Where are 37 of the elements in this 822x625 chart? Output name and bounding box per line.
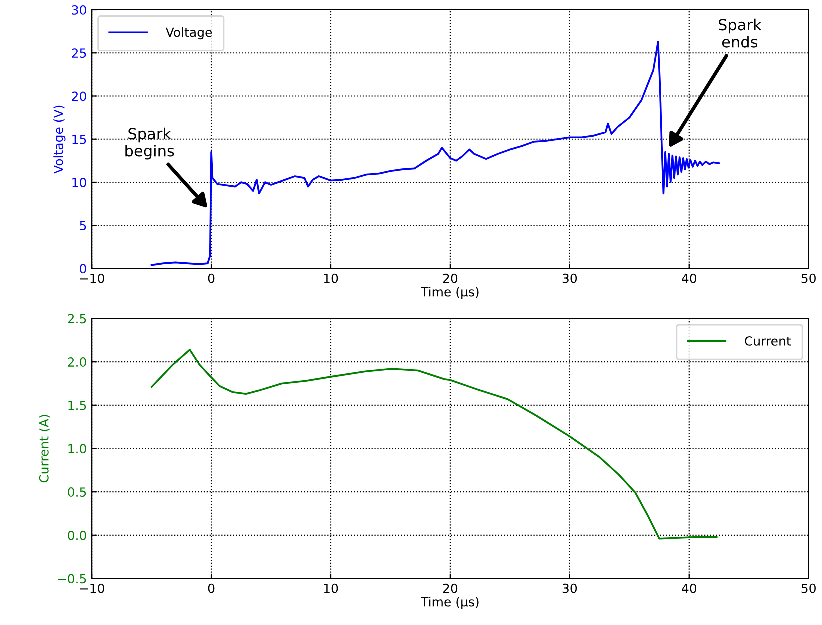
x-tick-label: 40 <box>682 274 697 284</box>
x-tick-label: 10 <box>324 584 338 594</box>
x-tick-label: −10 <box>80 274 104 284</box>
x-tick-label: 50 <box>802 274 816 284</box>
y-tick-label: −0.5 <box>58 574 86 584</box>
x-tick-label: 40 <box>682 584 697 594</box>
y-tick-label: 30 <box>72 5 86 15</box>
annotation: Spark begins <box>126 128 174 160</box>
x-tick-label: 30 <box>562 584 578 594</box>
y-tick-label: 2.0 <box>68 358 86 368</box>
x-axis-title: Time (μs) <box>421 597 479 610</box>
x-tick-label: 0 <box>208 584 215 594</box>
y-tick-label: 2.5 <box>68 314 86 324</box>
y-tick-label: 5 <box>80 221 86 231</box>
x-tick-label: 10 <box>324 274 338 284</box>
y-tick-label: 0.5 <box>68 488 86 498</box>
x-tick-label: 0 <box>208 274 215 284</box>
x-tick-label: −10 <box>80 584 104 594</box>
x-tick-label: 20 <box>443 584 458 594</box>
legend-label: Current <box>745 336 792 346</box>
y-tick-label: 1.5 <box>68 401 86 410</box>
x-tick-label: 20 <box>443 274 458 284</box>
y-axis-title: Current (A) <box>39 415 50 483</box>
y-axis-title: Voltage (V) <box>54 106 66 174</box>
x-axis-title: Time (μs) <box>421 287 479 300</box>
line-series <box>150 349 718 540</box>
x-tick-label: 30 <box>562 274 578 284</box>
y-tick-label: 20 <box>72 92 86 102</box>
x-tick-label: 50 <box>802 584 816 594</box>
y-tick-label: 10 <box>72 178 86 188</box>
y-tick-label: 25 <box>72 48 86 58</box>
y-tick-label: 1.0 <box>68 444 86 454</box>
y-tick-label: 0.0 <box>68 530 86 540</box>
y-tick-label: 0 <box>80 264 86 274</box>
annotation: Spark ends <box>718 18 762 48</box>
legend-label: Voltage <box>166 28 212 40</box>
y-tick-label: 15 <box>72 135 86 144</box>
